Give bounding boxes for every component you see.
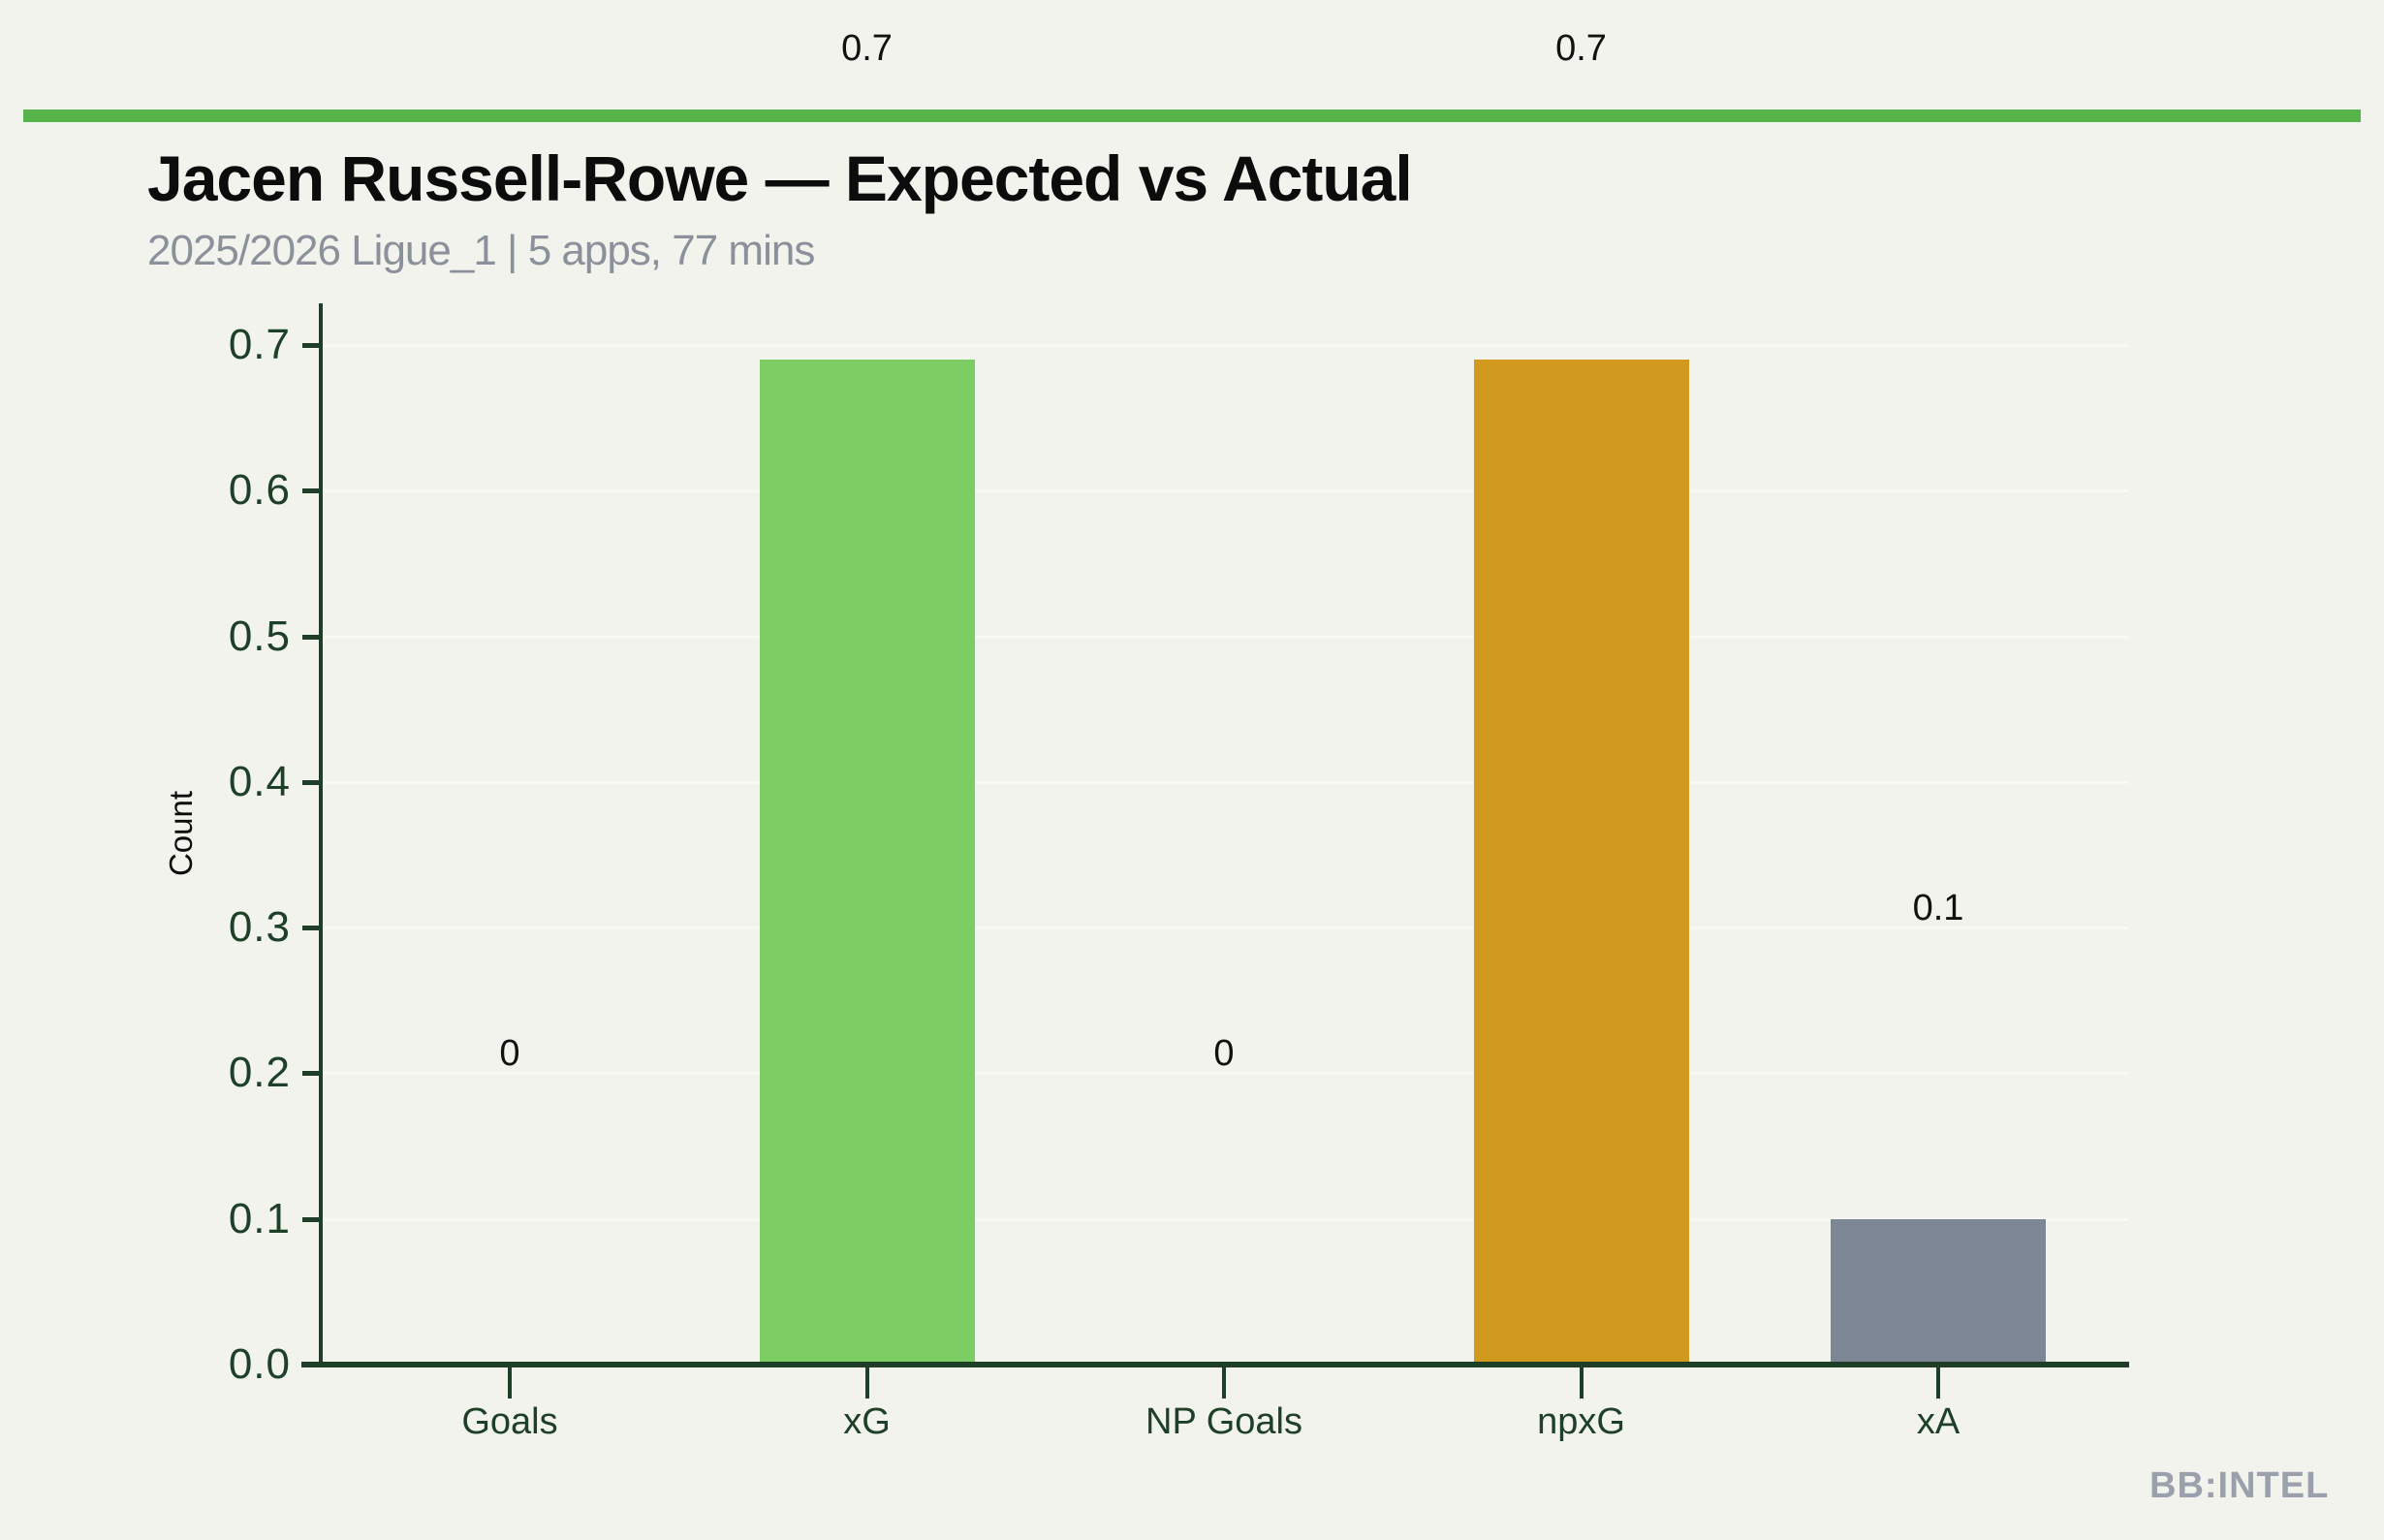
y-axis-line	[319, 303, 323, 1367]
y-tick-mark	[302, 1071, 321, 1077]
accent-stripe	[23, 110, 2361, 122]
y-tick-mark	[302, 779, 321, 785]
x-tick-mark	[508, 1367, 512, 1399]
watermark: BB:INTEL	[2149, 1465, 2330, 1506]
gridline	[321, 344, 2129, 347]
y-tick-label: 0.3	[228, 903, 291, 952]
gridline	[321, 927, 2129, 930]
y-tick-label: 0.5	[228, 612, 291, 660]
x-tick-label: xA	[1916, 1401, 1961, 1442]
y-tick-label: 0.1	[228, 1194, 291, 1242]
y-axis-title: Count	[163, 790, 199, 877]
bar-value-label: 0	[1213, 1033, 1235, 1074]
x-tick-mark	[1222, 1367, 1226, 1399]
y-tick-label: 0.2	[228, 1049, 291, 1097]
y-tick-mark	[302, 634, 321, 640]
x-axis-line	[301, 1362, 2129, 1367]
y-tick-mark	[302, 343, 321, 348]
bar-npxg	[1473, 360, 1689, 1365]
y-tick-mark	[302, 926, 321, 931]
bar-xg	[759, 360, 975, 1365]
bar-xa	[1831, 1218, 2046, 1365]
x-tick-mark	[1579, 1367, 1584, 1399]
chart-subtitle: 2025/2026 Ligue_1 | 5 apps, 77 mins	[147, 227, 815, 274]
y-tick-mark	[302, 488, 321, 494]
x-tick-mark	[864, 1367, 869, 1399]
y-tick-mark	[302, 1216, 321, 1222]
bar-value-label: 0.7	[1555, 28, 1607, 70]
gridline	[321, 1072, 2129, 1076]
x-tick-label: xG	[843, 1401, 891, 1442]
bar-value-label: 0.7	[841, 28, 893, 70]
y-tick-label: 0.6	[228, 466, 291, 515]
x-tick-mark	[1936, 1367, 1940, 1399]
gridline	[321, 1217, 2129, 1221]
gridline	[321, 635, 2129, 639]
chart-title: Jacen Russell-Rowe — Expected vs Actual	[147, 142, 1413, 214]
x-tick-label: Goals	[461, 1401, 558, 1442]
y-tick-label: 0.4	[228, 757, 291, 805]
bar-value-label: 0.1	[1912, 887, 1964, 928]
y-tick-label: 0.0	[228, 1340, 291, 1388]
x-tick-label: npxG	[1537, 1401, 1625, 1442]
y-tick-label: 0.7	[228, 321, 291, 368]
x-tick-label: NP Goals	[1145, 1401, 1302, 1442]
gridline	[321, 780, 2129, 784]
gridline	[321, 489, 2129, 493]
bar-value-label: 0	[499, 1033, 520, 1074]
